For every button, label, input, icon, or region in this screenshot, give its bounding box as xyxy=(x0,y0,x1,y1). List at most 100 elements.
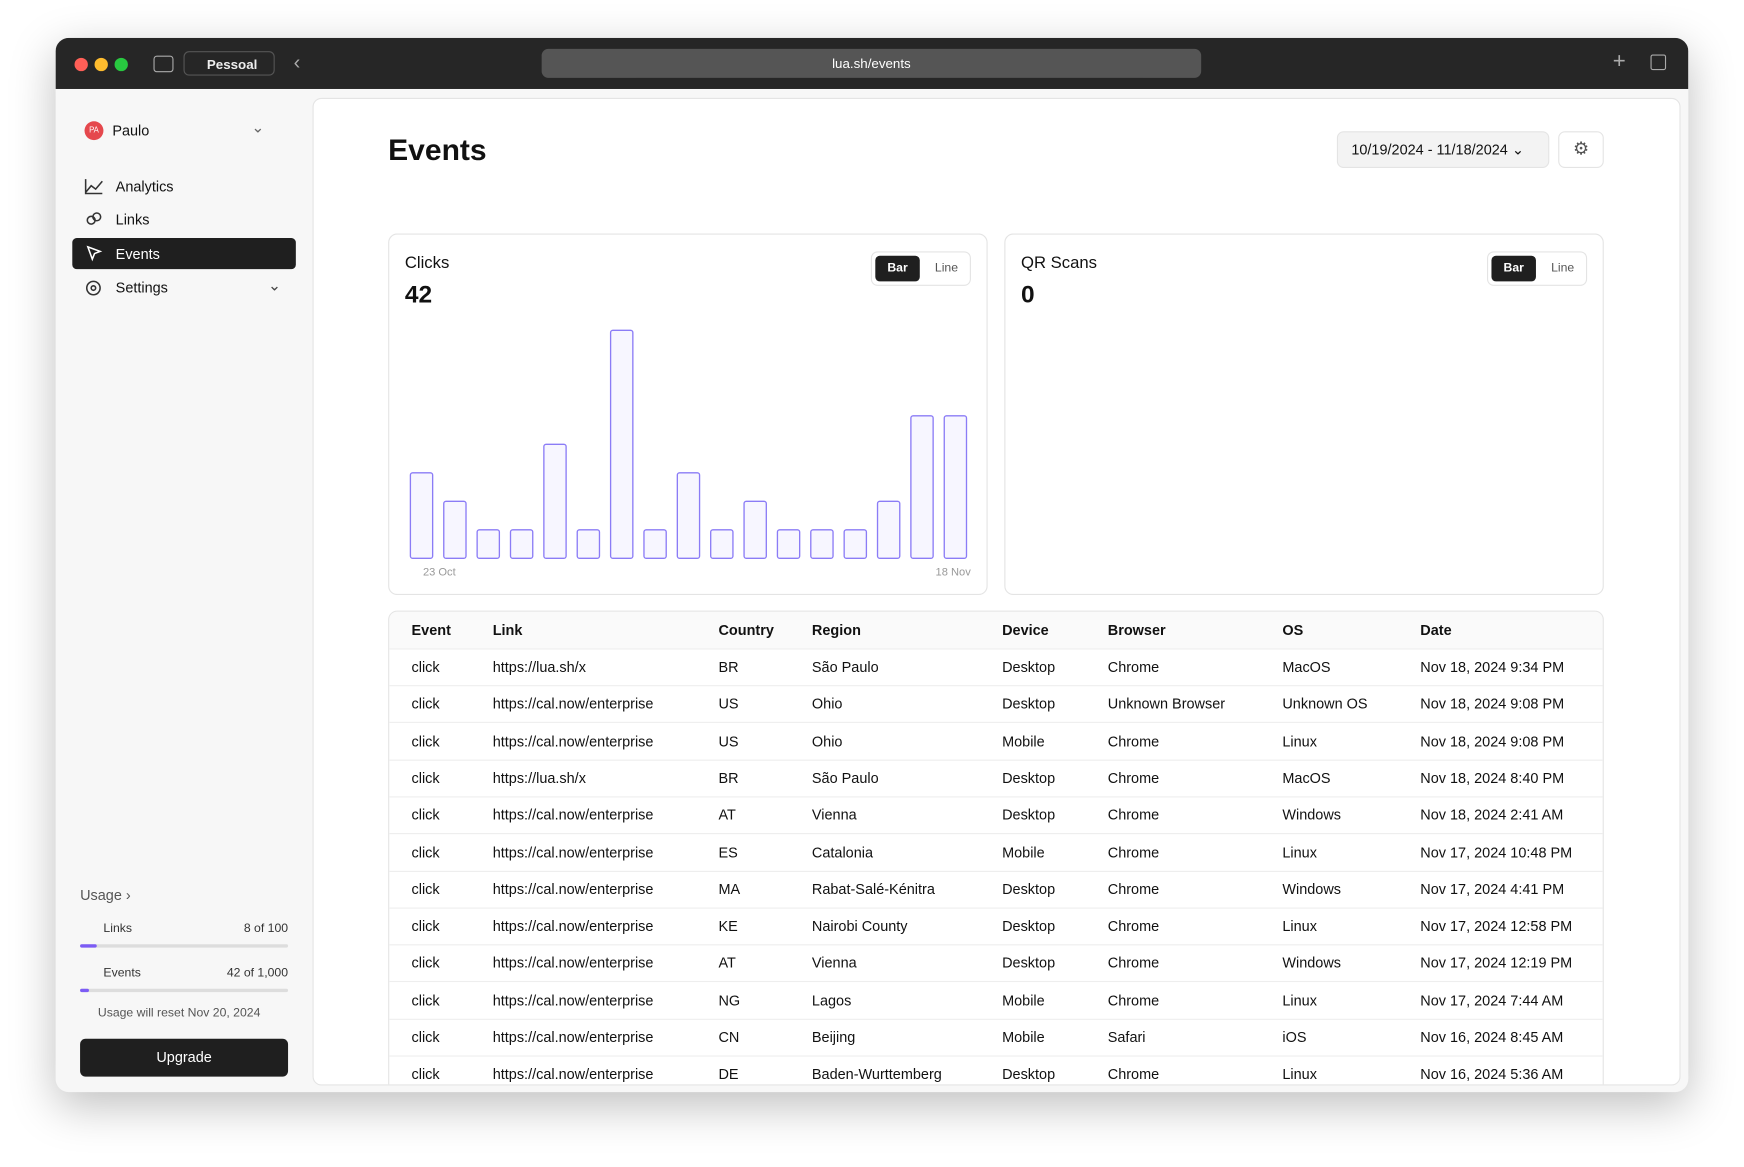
back-button[interactable]: ‹ xyxy=(293,51,301,74)
user-menu[interactable]: Paulo xyxy=(112,122,149,139)
table-cell: AT xyxy=(718,954,736,972)
new-tab-button[interactable]: + xyxy=(1612,48,1626,74)
zoom-button[interactable] xyxy=(114,57,128,72)
table-cell: Windows xyxy=(1282,954,1342,972)
table-cell: click xyxy=(411,843,440,861)
table-cell: Lagos xyxy=(811,991,852,1009)
x-tick-label: 18 Nov xyxy=(936,567,972,579)
table-cell: Nov 18, 2024 9:08 PM xyxy=(1420,695,1565,713)
usage-value: 8 of 100 xyxy=(243,922,289,936)
table-cell: Desktop xyxy=(1002,769,1056,787)
usage-bar xyxy=(80,988,89,993)
bar xyxy=(876,500,901,559)
table-cell: Desktop xyxy=(1002,658,1056,676)
bar xyxy=(810,529,834,559)
header-row xyxy=(389,611,1603,650)
usage-track xyxy=(80,988,289,993)
usage-value: 42 of 1,000 xyxy=(226,966,289,980)
table-cell: Safari xyxy=(1107,1028,1146,1046)
reset-note: Usage will reset Nov 20, 2024 xyxy=(97,1006,261,1020)
table-cell: Linux xyxy=(1282,991,1317,1009)
table-cell: Unknown Browser xyxy=(1107,695,1226,713)
bar xyxy=(743,500,767,559)
user-name: Paulo xyxy=(112,122,150,140)
nav-label: Settings xyxy=(115,279,168,296)
usage-link[interactable]: Usage › xyxy=(80,886,131,904)
chart-card: QR Scans 0 Bar Line xyxy=(1004,233,1604,596)
table-cell: click xyxy=(411,695,440,713)
toggle-option[interactable]: Line xyxy=(934,261,959,275)
nav-analytics[interactable]: Analytics xyxy=(116,178,174,195)
toggle-option[interactable]: Line xyxy=(1551,261,1575,275)
table-cell: Desktop xyxy=(1002,880,1056,898)
table-cell: Desktop xyxy=(1002,695,1056,713)
sidebar-toggle[interactable] xyxy=(153,55,174,73)
nav-events[interactable]: Events xyxy=(116,246,160,263)
table-cell: Nov 17, 2024 12:58 PM xyxy=(1420,917,1573,935)
upgrade-label: Upgrade xyxy=(156,1048,212,1066)
chart-title: QR Scans xyxy=(1020,253,1098,273)
row-divider xyxy=(389,833,1603,835)
toggle-option[interactable]: Bar xyxy=(1491,255,1536,282)
table-cell: click xyxy=(411,806,440,824)
table-cell: Nov 17, 2024 7:44 AM xyxy=(1420,991,1564,1009)
row-divider xyxy=(389,870,1603,872)
close-button[interactable] xyxy=(74,57,88,72)
bar xyxy=(409,472,434,559)
title-bar: Pessoal ‹ lua.sh/events + xyxy=(55,37,1689,89)
table-cell: click xyxy=(411,917,440,935)
table-cell: Nov 17, 2024 10:48 PM xyxy=(1420,843,1573,861)
bar-chart: 23 Oct 18 Nov xyxy=(409,329,972,579)
table-cell: https://cal.now/enterprise xyxy=(492,1028,654,1046)
table-cell: Chrome xyxy=(1107,954,1160,972)
table-cell: KE xyxy=(718,917,738,935)
table-cell: Vienna xyxy=(811,806,857,824)
bar xyxy=(843,529,868,559)
column-header: Event xyxy=(411,621,451,639)
initials: PA xyxy=(89,126,99,135)
table-cell: São Paulo xyxy=(811,658,879,676)
events-table: Event Link Country Region Device Browser OS Dat… xyxy=(388,610,1604,1085)
table-cell: https://cal.now/enterprise xyxy=(492,954,654,972)
table-cell: Mobile xyxy=(1002,1028,1045,1046)
table-cell: ES xyxy=(718,843,738,861)
row-divider xyxy=(389,1055,1603,1057)
chevron: ⌄ xyxy=(268,275,282,294)
tabs-button[interactable] xyxy=(1650,54,1667,71)
toggle-option[interactable]: Bar xyxy=(875,255,920,282)
settings-button[interactable]: ⚙ xyxy=(1558,131,1604,168)
table-cell: https://cal.now/enterprise xyxy=(492,806,654,824)
table-cell: Linux xyxy=(1282,1065,1317,1083)
column-header: Country xyxy=(718,621,774,639)
table-cell: https://cal.now/enterprise xyxy=(492,695,654,713)
table-cell: https://lua.sh/x xyxy=(492,658,586,676)
table-cell: Nov 17, 2024 12:19 PM xyxy=(1420,954,1573,972)
date-range-picker[interactable]: 10/19/2024 - 11/18/2024 ⌄ xyxy=(1336,131,1550,168)
upgrade-button[interactable]: Upgrade xyxy=(80,1038,289,1077)
table-cell: Chrome xyxy=(1107,917,1160,935)
table-cell: Chrome xyxy=(1107,806,1160,824)
bar xyxy=(443,500,467,559)
table-cell: US xyxy=(718,695,739,713)
table-cell: Unknown OS xyxy=(1282,695,1368,713)
table-cell: click xyxy=(411,954,440,972)
table-cell: Catalonia xyxy=(811,843,874,861)
column-header: OS xyxy=(1282,621,1304,639)
row-divider xyxy=(389,722,1603,724)
bar xyxy=(643,529,667,559)
table-cell: Desktop xyxy=(1002,917,1056,935)
table-cell: https://cal.now/enterprise xyxy=(492,917,654,935)
column-header: Browser xyxy=(1107,621,1166,639)
address-bar[interactable]: lua.sh/events xyxy=(541,48,1202,78)
nav-links[interactable]: Links xyxy=(116,211,150,228)
table-cell: click xyxy=(411,1028,440,1046)
profile-button[interactable]: Pessoal xyxy=(183,51,275,76)
bar xyxy=(710,529,734,559)
table-cell: US xyxy=(718,732,739,750)
table-cell: Vienna xyxy=(811,954,857,972)
column-header: Device xyxy=(1002,621,1049,639)
minimize-button[interactable] xyxy=(94,57,108,72)
table-cell: https://cal.now/enterprise xyxy=(492,843,654,861)
table-cell: Nairobi County xyxy=(811,917,908,935)
nav-settings[interactable]: Settings xyxy=(116,279,168,296)
